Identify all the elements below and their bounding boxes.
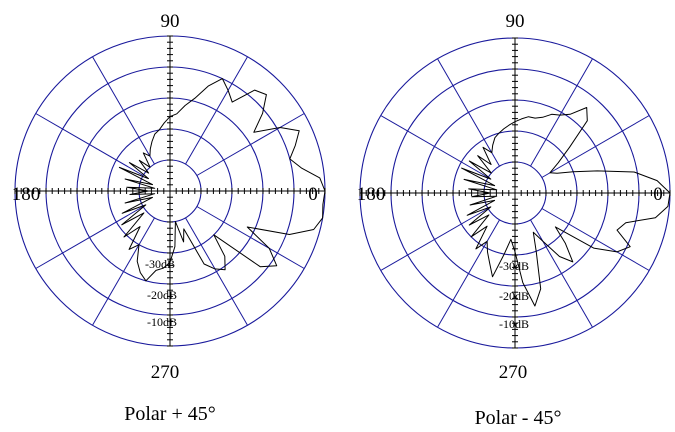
db-label-20: -20dB: [499, 289, 529, 303]
grid-spoke: [380, 115, 489, 178]
grid-spoke: [92, 56, 155, 165]
grid-spoke: [35, 113, 144, 176]
polar-chart-minus-45: 90 180 0 270 -30dB -20dB -10dB Polar - 4…: [357, 11, 671, 429]
grid-spoke: [437, 58, 500, 167]
polar-chart-plus-45: 90 180 0 270 -30dB -20dB -10dB Polar + 4…: [12, 11, 326, 425]
db-label-30: -30dB: [145, 257, 175, 271]
angle-label-180: 180: [357, 184, 386, 205]
grid-spoke: [541, 208, 650, 271]
radiation-pattern-trace: [461, 107, 671, 307]
polar-axes: [14, 35, 326, 347]
angle-label-90: 90: [506, 11, 525, 32]
angle-label-0: 0: [308, 184, 318, 205]
grid-spoke: [185, 217, 248, 326]
grid-spoke: [437, 219, 500, 328]
db-label-10: -10dB: [147, 315, 177, 329]
grid-spoke: [541, 115, 650, 178]
grid-spoke: [196, 206, 305, 269]
radiation-pattern-trace: [118, 78, 326, 282]
db-label-10: -10dB: [499, 317, 529, 331]
angle-label-270: 270: [151, 362, 180, 383]
db-label-20: -20dB: [147, 288, 177, 302]
grid-spoke: [92, 217, 155, 326]
grid-spoke: [185, 56, 248, 165]
grid-spoke: [380, 208, 489, 271]
angle-label-180: 180: [12, 184, 41, 205]
grid-spoke: [196, 113, 305, 176]
grid-spoke: [35, 206, 144, 269]
grid-spoke: [530, 58, 593, 167]
chart-caption: Polar - 45°: [475, 407, 562, 429]
angle-label-270: 270: [499, 362, 528, 383]
angle-label-90: 90: [161, 11, 180, 32]
angle-label-0: 0: [653, 184, 663, 205]
db-label-30: -30dB: [499, 259, 529, 273]
chart-caption: Polar + 45°: [124, 403, 216, 425]
polar-axes: [359, 37, 671, 349]
grid-spoke: [530, 219, 593, 328]
